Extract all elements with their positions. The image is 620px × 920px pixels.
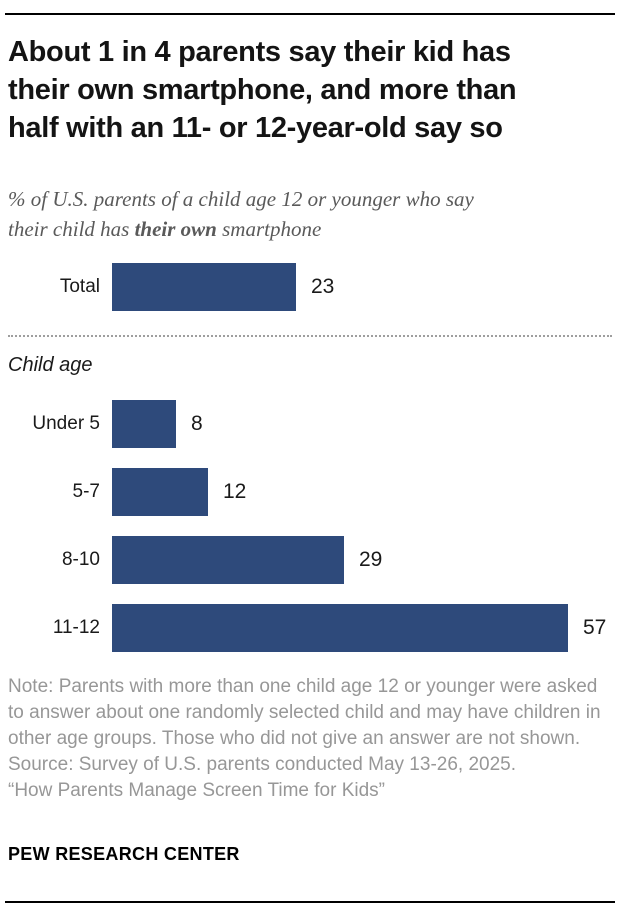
bar-value-label: 12 bbox=[223, 480, 247, 503]
bar bbox=[112, 468, 208, 516]
bar-value-label: 8 bbox=[191, 412, 203, 435]
bar-value-label: 29 bbox=[359, 548, 383, 571]
age-rows-container: Under 5 8 5-7 12 8-10 29 11-12 57 bbox=[8, 400, 612, 652]
bar-category-label: 11-12 bbox=[52, 617, 100, 638]
source-text: Source: Survey of U.S. parents conducted… bbox=[8, 754, 517, 775]
bar-category-label: 5-7 bbox=[72, 481, 100, 502]
bar-row: Under 5 8 bbox=[8, 400, 612, 448]
pew-research-center-wordmark: PEW RESEARCH CENTER bbox=[8, 844, 240, 864]
subtitle-line-2-bold: their own bbox=[134, 217, 217, 241]
top-rule bbox=[5, 13, 615, 15]
bar-row: 5-7 12 bbox=[8, 468, 612, 516]
bar-category-label: 8-10 bbox=[61, 549, 100, 570]
bar bbox=[112, 604, 568, 652]
subtitle-line-1: % of U.S. parents of a child age 12 or y… bbox=[8, 187, 474, 211]
notes-block: Note: Parents with more than one child a… bbox=[8, 674, 612, 804]
title-line-1: About 1 in 4 parents say their kid has bbox=[8, 36, 511, 68]
total-row-container: Total 23 bbox=[8, 263, 612, 311]
bar-value-label: 23 bbox=[311, 275, 335, 298]
section-divider bbox=[8, 335, 612, 337]
note-text: Note: Parents with more than one child a… bbox=[8, 676, 601, 749]
title-line-3: half with an 11- or 12-year-old say so bbox=[8, 112, 503, 144]
chart-subtitle: % of U.S. parents of a child age 12 or y… bbox=[8, 184, 474, 244]
bar-row: 11-12 57 bbox=[8, 604, 612, 652]
bottom-rule bbox=[5, 901, 615, 903]
bar-category-label: Under 5 bbox=[32, 413, 100, 434]
subtitle-line-2: their child has their own smartphone bbox=[8, 214, 474, 244]
subtitle-line-2-pre: their child has bbox=[8, 217, 135, 241]
group-label: Child age bbox=[8, 354, 93, 376]
bar-category-label: Total bbox=[59, 276, 100, 297]
bar bbox=[112, 400, 176, 448]
report-title-text: “How Parents Manage Screen Time for Kids… bbox=[8, 780, 385, 801]
bar bbox=[112, 536, 344, 584]
bar-row: 8-10 29 bbox=[8, 536, 612, 584]
subtitle-line-2-post: smartphone bbox=[216, 217, 322, 241]
bar bbox=[112, 263, 296, 311]
bar-row: Total 23 bbox=[8, 263, 612, 311]
title-line-2: their own smartphone, and more than bbox=[8, 74, 517, 106]
bar-chart: Total 23 Child age Under 5 8 5-7 12 8-10 29 11-… bbox=[8, 263, 612, 652]
page-title: About 1 in 4 parents say their kid has t… bbox=[8, 33, 517, 147]
bar-value-label: 57 bbox=[583, 616, 607, 639]
